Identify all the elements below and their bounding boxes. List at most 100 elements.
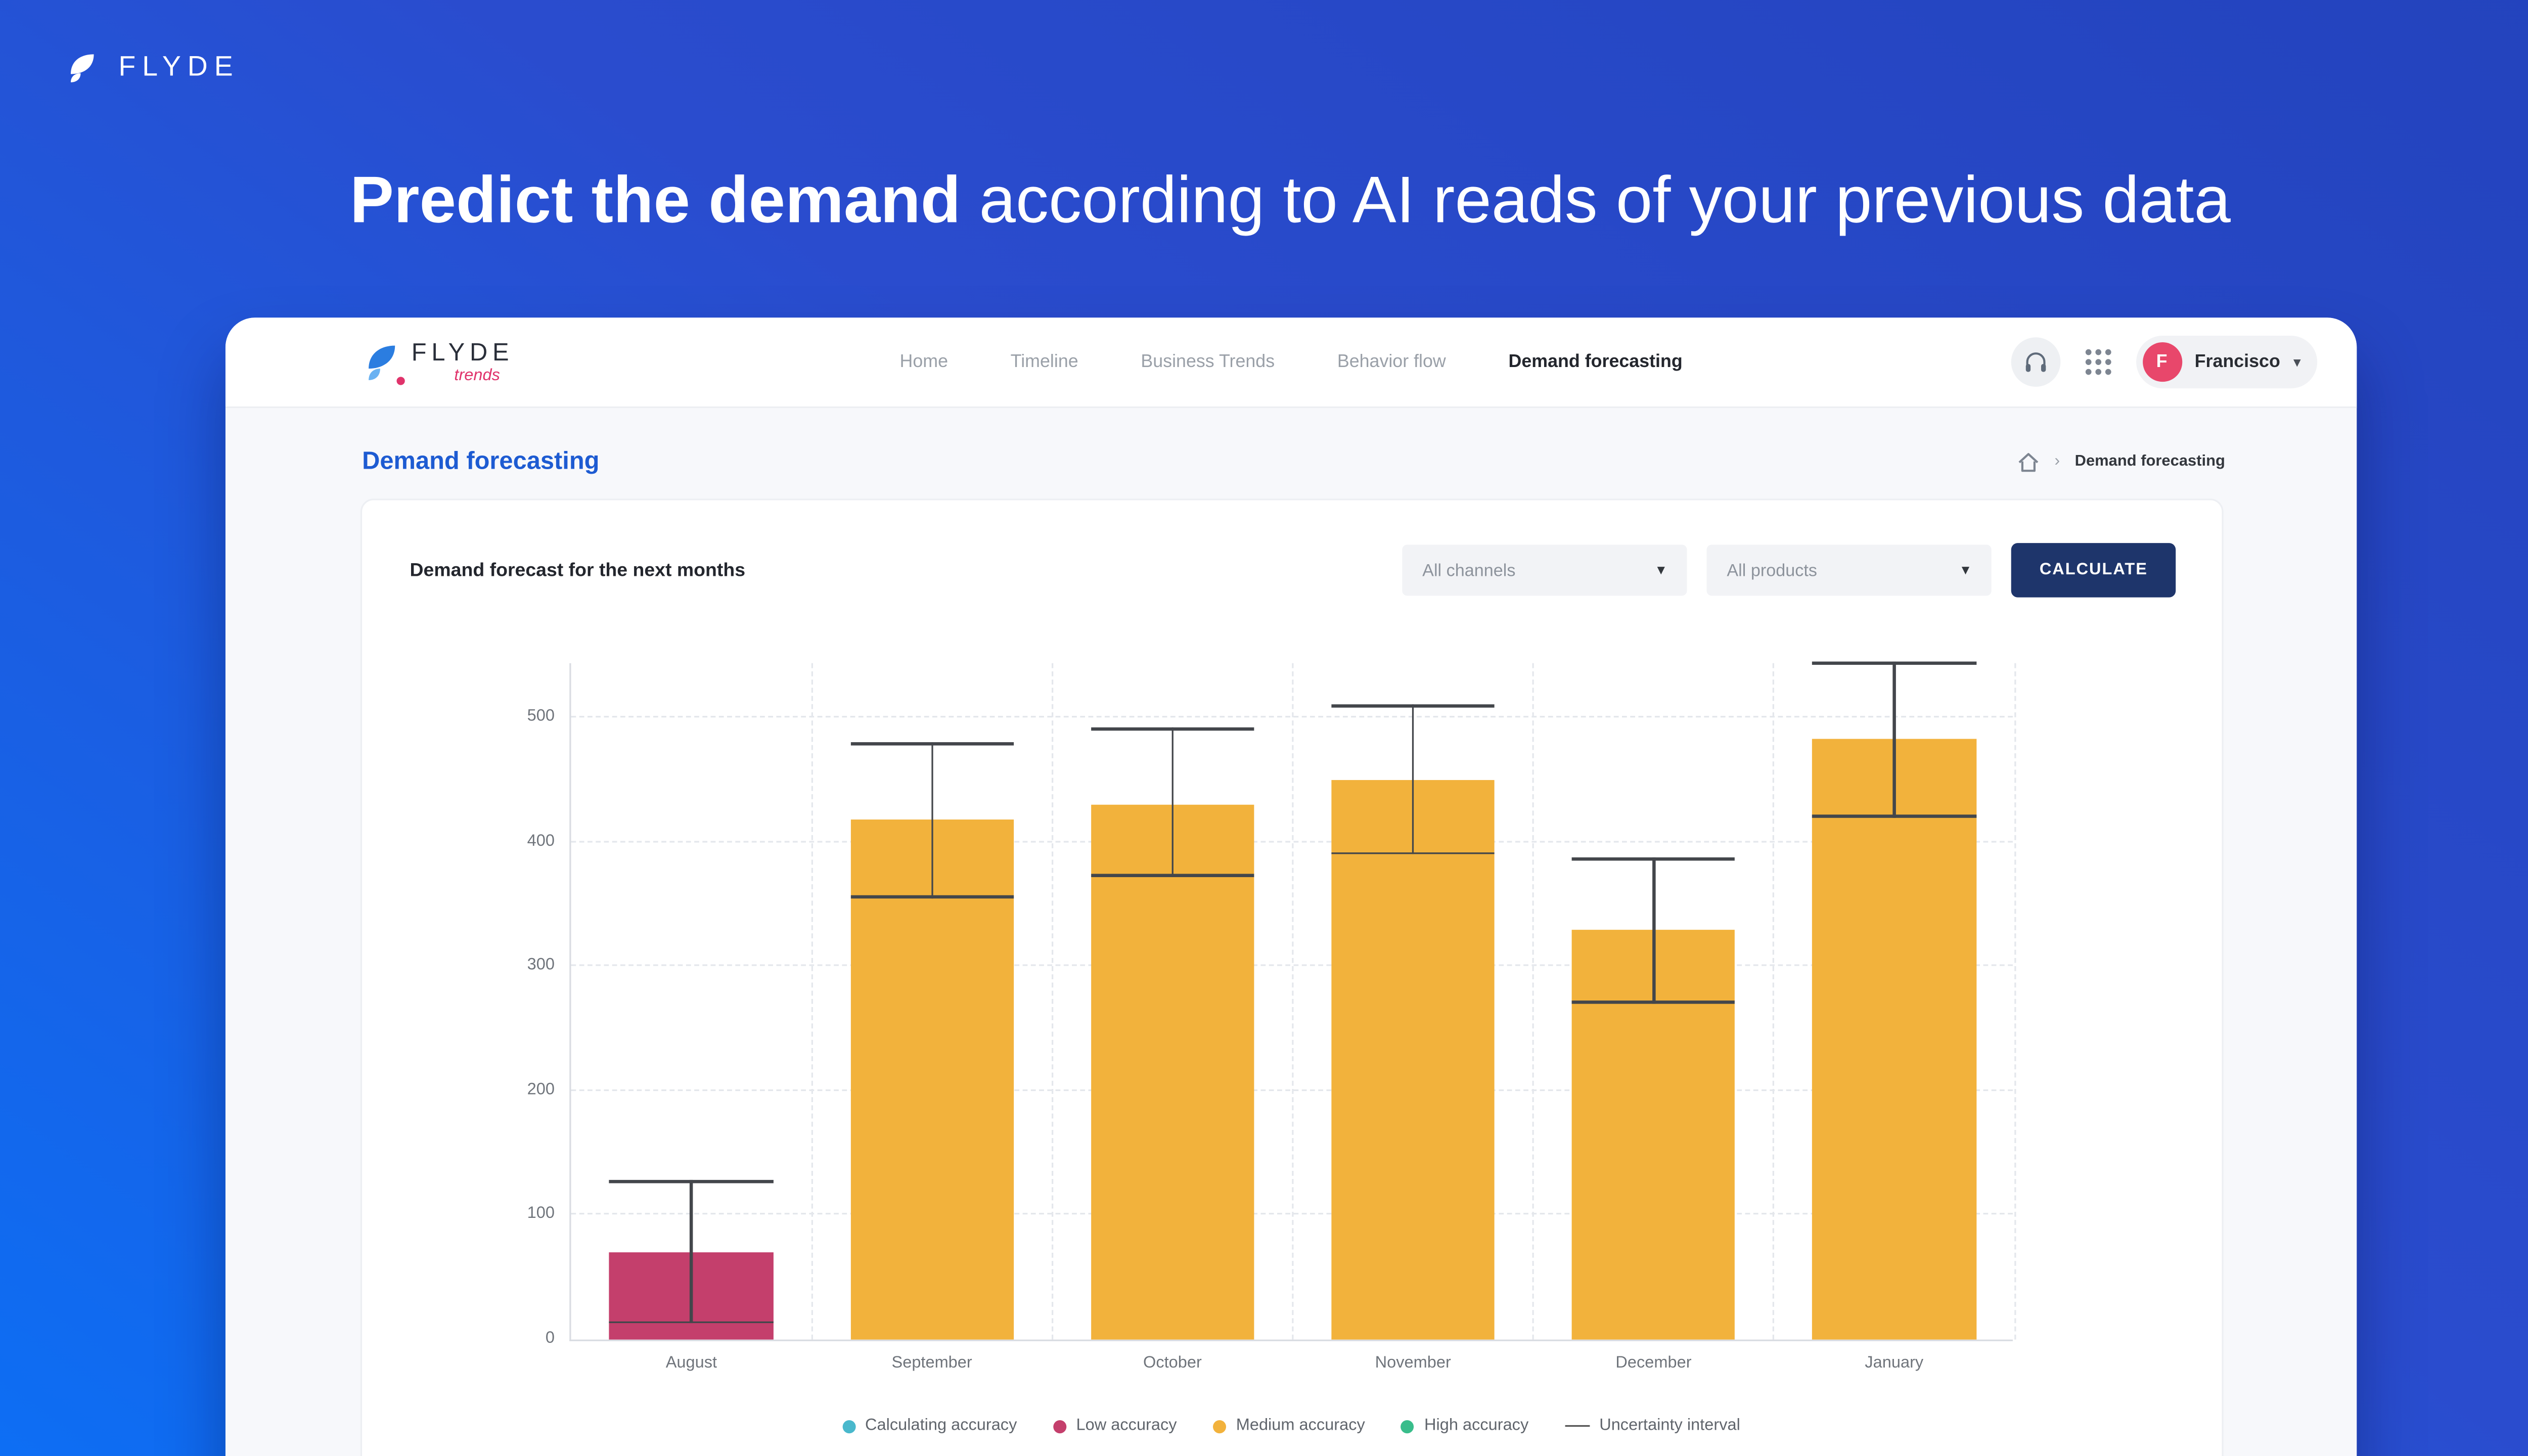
error-bar-cap-top (1571, 858, 1736, 861)
bar (1812, 739, 1976, 1340)
error-bar-cap-bottom (1331, 852, 1495, 855)
card-title: Demand forecast for the next months (410, 560, 746, 580)
user-menu[interactable]: F Francisco ▾ (2135, 336, 2318, 389)
legend-label: High accuracy (1424, 1417, 1529, 1435)
headset-icon (2025, 352, 2045, 372)
legend-label: Calculating accuracy (865, 1417, 1017, 1435)
forecast-card: Demand forecast for the next months All … (360, 498, 2224, 1456)
error-bar-cap-top (609, 1180, 774, 1183)
hero-headline-bold: Predict the demand (350, 164, 961, 237)
chevron-down-icon: ▾ (2293, 353, 2301, 370)
app-header: FLYDE trends Home Timeline Business Tren… (225, 317, 2357, 408)
gridline-x (1051, 663, 1053, 1340)
hero-headline: Predict the demand according to AI reads… (0, 165, 2528, 239)
error-bar-cap-bottom (609, 1321, 774, 1324)
hero-brand-text: FLYDE (118, 51, 240, 82)
bar (1331, 780, 1495, 1340)
legend-item: Uncertainty interval (1564, 1417, 1740, 1435)
x-tick-label: December (1615, 1354, 1692, 1373)
products-dropdown[interactable]: All products ▼ (1707, 544, 1992, 596)
error-bar-line (930, 742, 933, 898)
demand-chart: 0 100 200 300 400 500 August September October No… (527, 661, 2172, 1435)
nav-item-demand-forecasting[interactable]: Demand forecasting (1508, 352, 1683, 372)
gridline-x (2013, 663, 2015, 1340)
channels-dropdown[interactable]: All channels ▼ (1403, 544, 1688, 596)
x-tick-label: October (1143, 1354, 1202, 1373)
app-window: FLYDE trends Home Timeline Business Tren… (225, 317, 2357, 1456)
app-logo[interactable]: FLYDE trends (362, 338, 514, 385)
legend-marker-dot (1213, 1419, 1227, 1433)
avatar: F (2142, 342, 2182, 382)
nav-item-business-trends[interactable]: Business Trends (1141, 352, 1275, 372)
filters: All channels ▼ All products ▼ CALCULATE (1403, 543, 2176, 598)
page-header-row: Demand forecasting › Demand forecasting (225, 408, 2357, 498)
y-tick-label: 500 (527, 707, 555, 726)
legend-marker-line (1564, 1425, 1590, 1427)
card-header: Demand forecast for the next months All … (362, 500, 2222, 608)
error-bar-cap-top (1812, 661, 1976, 664)
y-tick-label: 0 (545, 1330, 555, 1348)
x-tick-label: January (1865, 1354, 1924, 1373)
nav-item-home[interactable]: Home (899, 352, 948, 372)
y-tick-label: 100 (527, 1205, 555, 1223)
app-logo-subtitle: trends (454, 366, 500, 385)
legend-label: Medium accuracy (1236, 1417, 1365, 1435)
gridline-x (1773, 663, 1775, 1340)
chart-plot: 0 100 200 300 400 500 August September October No… (527, 661, 2015, 1373)
error-bar-cap-top (850, 742, 1014, 745)
legend-item: Low accuracy (1053, 1417, 1177, 1435)
x-tick-label: September (891, 1354, 972, 1373)
bar (1091, 804, 1254, 1340)
legend-marker-dot (1401, 1419, 1415, 1433)
legend-item: Calculating accuracy (842, 1417, 1017, 1435)
apps-grid-icon (2085, 349, 2111, 375)
user-name: Francisco (2194, 352, 2280, 372)
legend-label: Low accuracy (1076, 1417, 1177, 1435)
page-title: Demand forecasting (362, 447, 600, 476)
main-nav: Home Timeline Business Trends Behavior f… (225, 352, 2357, 372)
bar (850, 820, 1014, 1340)
y-tick-label: 200 (527, 1080, 555, 1099)
error-bar-cap-top (1331, 705, 1495, 708)
breadcrumb-current: Demand forecasting (2074, 452, 2225, 471)
legend-marker-dot (842, 1419, 855, 1433)
header-actions: F Francisco ▾ (2010, 336, 2318, 389)
error-bar-cap-top (1091, 727, 1254, 730)
error-bar-line (1171, 727, 1174, 877)
calculate-button[interactable]: CALCULATE (2011, 543, 2176, 598)
y-tick-label: 400 (527, 832, 555, 850)
app-logo-icon (362, 340, 401, 383)
error-bar-line (690, 1180, 693, 1324)
flyde-logo-icon (66, 50, 102, 86)
products-dropdown-value: All products (1727, 560, 1817, 580)
channels-dropdown-value: All channels (1422, 560, 1516, 580)
hero-brand: FLYDE (66, 50, 240, 86)
x-tick-label: November (1375, 1354, 1451, 1373)
y-tick-label: 300 (527, 956, 555, 975)
hero-headline-rest: according to AI reads of your previous d… (961, 164, 2231, 237)
error-bar-line (1892, 661, 1895, 817)
support-headset-button[interactable] (2010, 337, 2060, 387)
nav-item-behavior-flow[interactable]: Behavior flow (1337, 352, 1446, 372)
legend-item: High accuracy (1401, 1417, 1528, 1435)
app-logo-dot (396, 376, 405, 385)
home-icon[interactable] (2018, 452, 2040, 472)
chart-legend: Calculating accuracy Low accuracy Medium a… (569, 1417, 2013, 1435)
legend-marker-dot (1053, 1419, 1066, 1433)
error-bar-cap-bottom (1812, 814, 1976, 817)
legend-item: Medium accuracy (1213, 1417, 1365, 1435)
apps-grid-button[interactable] (2083, 347, 2112, 377)
gridline-x (810, 663, 812, 1340)
legend-label: Uncertainty interval (1599, 1417, 1740, 1435)
gridline-x (1292, 663, 1294, 1340)
error-bar-cap-bottom (1571, 1001, 1736, 1004)
nav-item-timeline[interactable]: Timeline (1010, 352, 1078, 372)
error-bar-line (1652, 858, 1655, 1004)
error-bar-line (1412, 705, 1415, 855)
breadcrumb: › Demand forecasting (2018, 452, 2225, 472)
error-bar-cap-bottom (850, 895, 1014, 898)
app-logo-title: FLYDE (411, 338, 514, 367)
caret-down-icon: ▼ (1654, 563, 1668, 578)
gridline-x (1532, 663, 1534, 1340)
